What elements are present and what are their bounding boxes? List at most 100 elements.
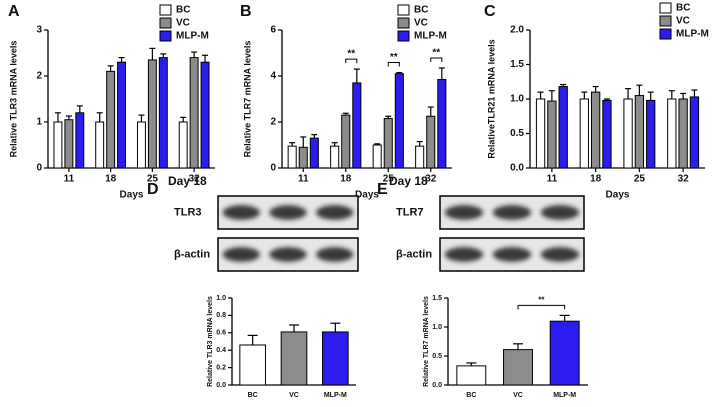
bar xyxy=(590,91,601,169)
bar xyxy=(352,82,362,169)
y-tick-label: 2.0 xyxy=(510,25,524,36)
blot-band xyxy=(444,247,484,262)
bar xyxy=(147,59,157,169)
x-tick-label: VC xyxy=(513,392,523,399)
bar xyxy=(535,98,546,169)
bar xyxy=(341,114,351,169)
x-tick-label: 32 xyxy=(189,174,201,185)
legend-label: BC xyxy=(414,5,428,16)
y-axis-label: Relative TLR3 mRNA levels xyxy=(207,296,214,387)
legend-swatch xyxy=(397,17,410,29)
bar xyxy=(239,344,266,386)
y-tick-label: 1.0 xyxy=(432,324,442,331)
x-tick-label: MLP-M xyxy=(553,392,576,399)
blot-title: Day 18 xyxy=(168,174,207,188)
blot-band xyxy=(540,205,580,220)
bar xyxy=(64,119,74,169)
legend-swatch xyxy=(659,2,672,14)
bar xyxy=(189,57,199,169)
y-tick-label: 0.4 xyxy=(216,347,226,354)
blot-band xyxy=(269,247,307,262)
bar xyxy=(547,100,557,169)
y-tick-label: 0.2 xyxy=(216,364,226,371)
significance-bracket xyxy=(387,62,400,67)
blot-band xyxy=(492,247,532,262)
bar xyxy=(634,95,645,169)
legend-swatch xyxy=(159,17,172,29)
significance-label: ** xyxy=(538,296,545,305)
bar xyxy=(678,98,688,169)
panel-label: B xyxy=(240,3,252,20)
legend-label: VC xyxy=(676,16,690,27)
y-tick-label: 1.5 xyxy=(432,295,442,302)
x-tick-label: 11 xyxy=(547,174,558,185)
x-tick-label: 32 xyxy=(425,174,437,185)
legend-label: BC xyxy=(676,3,690,14)
y-axis-label: Relative TLR7 mRNA levels xyxy=(242,41,252,158)
x-tick-label: 18 xyxy=(105,174,117,185)
blot-band xyxy=(316,247,354,262)
bar xyxy=(330,145,340,169)
bar xyxy=(579,98,589,169)
bar xyxy=(280,331,308,386)
x-tick-label: 11 xyxy=(298,174,309,185)
panel-label: A xyxy=(8,3,20,20)
legend-label: MLP-M xyxy=(176,31,209,42)
bar xyxy=(158,57,168,169)
legend-swatch xyxy=(159,30,172,42)
legend-swatch xyxy=(397,4,410,16)
y-tick-label: 0.0 xyxy=(432,382,442,389)
panel-label: E xyxy=(377,181,388,198)
y-tick-label: 0.8 xyxy=(216,312,226,319)
blot-band xyxy=(222,205,260,220)
significance-label: ** xyxy=(347,49,355,60)
blot-band xyxy=(316,205,354,220)
bar xyxy=(549,320,580,386)
x-tick-label: 18 xyxy=(340,174,352,185)
blot-band xyxy=(444,205,484,220)
blot-label: TLR7 xyxy=(396,206,424,218)
significance-bracket xyxy=(345,58,358,64)
legend-label: BC xyxy=(176,5,190,16)
y-tick-label: 6 xyxy=(270,25,276,36)
legend-label: MLP-M xyxy=(676,29,709,40)
y-tick-label: 3 xyxy=(36,25,42,36)
x-tick-label: 25 xyxy=(634,174,646,185)
y-tick-label: 0 xyxy=(270,163,276,174)
bar xyxy=(437,78,447,169)
bar xyxy=(372,144,382,169)
y-axis-label: RelativeTLR21 mRNA levels xyxy=(486,39,496,158)
bar xyxy=(178,121,188,169)
x-tick-label: 25 xyxy=(147,174,159,185)
legend-swatch xyxy=(397,30,410,42)
x-tick-label: 18 xyxy=(590,174,602,185)
bar xyxy=(322,331,349,386)
x-tick-label: BC xyxy=(466,392,476,399)
x-axis-label: Days xyxy=(606,190,630,201)
x-axis-label: Days xyxy=(355,190,379,201)
legend-swatch xyxy=(659,28,672,40)
y-tick-label: 1 xyxy=(36,117,42,128)
y-tick-label: 2 xyxy=(36,71,42,82)
blot-band xyxy=(540,247,580,262)
legend-label: VC xyxy=(414,18,428,29)
bar xyxy=(667,98,677,169)
x-tick-label: VC xyxy=(289,392,299,399)
y-tick-label: 0.5 xyxy=(510,128,524,139)
bar xyxy=(456,365,487,386)
significance-label: ** xyxy=(432,48,440,59)
x-axis-label: Days xyxy=(120,190,144,201)
blot-label: β-actin xyxy=(396,248,432,260)
bar xyxy=(298,146,308,169)
x-tick-label: MLP-M xyxy=(324,392,347,399)
significance-bracket xyxy=(430,57,443,62)
bar xyxy=(426,115,436,169)
legend-swatch xyxy=(159,4,172,16)
bar xyxy=(287,145,297,169)
panel-label: C xyxy=(484,3,496,20)
y-tick-label: 2 xyxy=(270,117,276,128)
y-tick-label: 0.0 xyxy=(510,163,524,174)
bar xyxy=(503,349,533,386)
significance-label: ** xyxy=(390,52,398,63)
